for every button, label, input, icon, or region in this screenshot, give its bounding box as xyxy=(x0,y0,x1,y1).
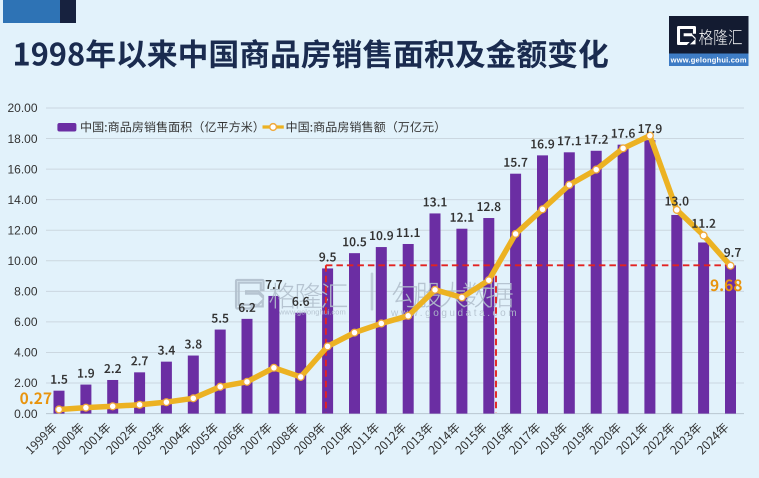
svg-text:0.00: 0.00 xyxy=(14,407,38,421)
svg-text:8.00: 8.00 xyxy=(14,285,38,299)
svg-text:6.00: 6.00 xyxy=(14,315,38,329)
svg-text:www.gelonghui.com: www.gelonghui.com xyxy=(670,56,747,65)
svg-text:14.00: 14.00 xyxy=(7,193,37,207)
svg-text:12.00: 12.00 xyxy=(7,223,37,237)
svg-text:20.00: 20.00 xyxy=(7,101,37,115)
svg-text:www.gogudata.com: www.gogudata.com xyxy=(390,308,519,319)
svg-text:16.00: 16.00 xyxy=(7,162,37,176)
svg-text:18.00: 18.00 xyxy=(7,132,37,146)
svg-text:www.gelonghui.com: www.gelonghui.com xyxy=(278,308,346,317)
svg-text:10.00: 10.00 xyxy=(7,254,37,268)
svg-text:2.00: 2.00 xyxy=(14,376,38,390)
svg-text:4.00: 4.00 xyxy=(14,346,38,360)
